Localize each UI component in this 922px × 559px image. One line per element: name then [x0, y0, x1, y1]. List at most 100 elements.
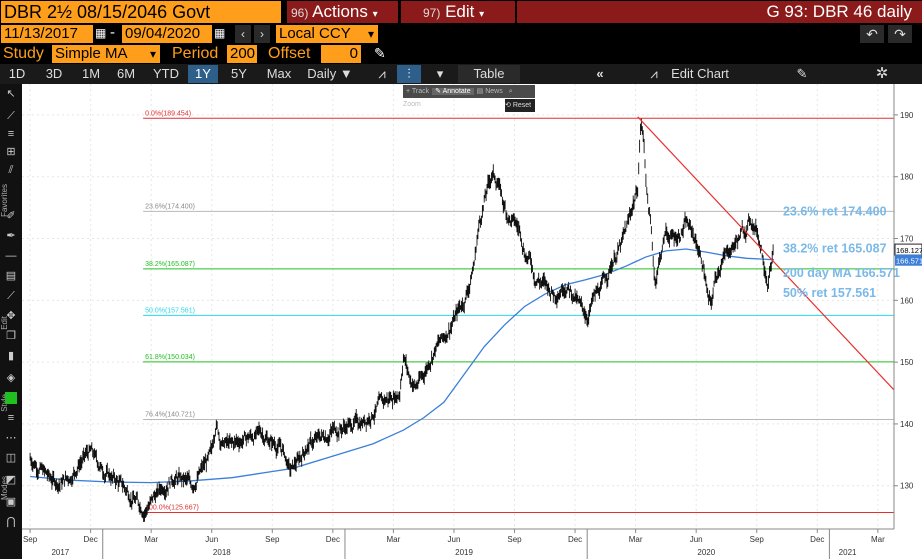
x-tick-label: Sep: [750, 535, 765, 544]
x-tick-label: Mar: [871, 535, 885, 544]
security-ticker[interactable]: DBR 2½ 08/15/2046 Govt: [1, 1, 281, 23]
next-arrow-icon[interactable]: ›: [254, 25, 270, 43]
copy-icon[interactable]: ❐: [6, 330, 16, 342]
period-1d[interactable]: 1D: [8, 66, 26, 81]
edit-chart-button[interactable]: Edit Chart: [671, 66, 729, 81]
fib-level-label: 0.0%(189.454): [145, 110, 191, 117]
table-button[interactable]: Table: [458, 65, 520, 83]
stripes-icon[interactable]: ▤: [5, 270, 17, 282]
frequency-select[interactable]: Daily ▼: [302, 65, 358, 83]
cursor-icon[interactable]: ↖: [6, 88, 16, 100]
chevron-down-icon[interactable]: ▾: [146, 45, 160, 63]
color-swatch-icon[interactable]: [5, 392, 17, 404]
actions-menu[interactable]: 96) Actions ▾: [287, 1, 398, 23]
line-width-icon[interactable]: ≡: [7, 412, 15, 424]
horizontal-line-icon[interactable]: —: [5, 250, 17, 262]
actions-number: 96): [291, 6, 309, 20]
trash-icon[interactable]: ▮: [7, 350, 15, 362]
ma200-line: [30, 248, 774, 484]
currency-select[interactable]: Local CCY: [276, 25, 364, 43]
gear-icon[interactable]: ✲: [875, 65, 889, 82]
last-ma-badge: [895, 254, 922, 266]
line-style-icon[interactable]: ⋯: [5, 432, 17, 444]
bar-chart-icon[interactable]: ⫶: [397, 65, 421, 83]
chevron-down-icon[interactable]: ▾: [436, 66, 444, 81]
annotate-tool[interactable]: ✎ Annotate: [432, 88, 474, 95]
pencil-square-icon[interactable]: ✎: [796, 66, 808, 81]
calendar-icon[interactable]: ▦: [95, 26, 107, 40]
study-bar: Study Simple MA ▾ Period 200 Offset 0 ✎: [0, 44, 922, 64]
last-ma-label: 166.571: [896, 257, 922, 266]
reset-button[interactable]: ⟲ Reset: [505, 99, 535, 112]
last-price-label: 168.127: [896, 246, 922, 255]
x-tick-label: Jun: [205, 535, 218, 544]
annotate-label: Annotate: [442, 88, 471, 95]
trendline: [637, 116, 895, 391]
x-tick-label: Dec: [810, 535, 824, 544]
offset-input[interactable]: 0: [321, 45, 361, 63]
y-axis-background: [894, 84, 922, 559]
redo-icon[interactable]: ↷: [888, 25, 912, 43]
period-6m[interactable]: 6M: [116, 66, 136, 81]
calendar-icon[interactable]: ▦: [214, 26, 226, 40]
mode-icon[interactable]: ◩: [5, 474, 17, 486]
slash-icon[interactable]: ⟋: [7, 290, 15, 302]
line-chart-icon[interactable]: ⩘: [378, 66, 386, 81]
style-icon[interactable]: ◈: [6, 372, 16, 384]
zoom-tool[interactable]: ⌕ Zoom: [403, 88, 513, 108]
mini-toolbar: + Track ✎ Annotate ▤ News ⌕ Zoom: [403, 85, 535, 108]
annotation-label: 23.6% ret 174.400: [783, 204, 887, 218]
start-date-input[interactable]: 11/13/2017: [1, 25, 93, 43]
line-tool-icon[interactable]: ⟋: [7, 110, 15, 122]
period-label: Period: [172, 45, 219, 62]
fib-tool-icon[interactable]: ≡: [7, 128, 15, 140]
pencil-icon[interactable]: ✎: [374, 45, 386, 61]
fib-level-label: 50.0%(157.561): [145, 307, 195, 314]
brush-icon[interactable]: ✐: [6, 210, 16, 222]
fill-icon[interactable]: ◫: [5, 452, 17, 464]
title-bar: DBR 2½ 08/15/2046 Govt 96) Actions ▾ 97)…: [0, 0, 922, 24]
zoom-label: Zoom: [403, 101, 421, 108]
period-ytd[interactable]: YTD: [153, 66, 179, 81]
previous-arrow-icon[interactable]: ‹: [235, 25, 251, 43]
channel-icon[interactable]: ⫽: [8, 164, 14, 176]
collapse-icon[interactable]: «: [596, 66, 604, 81]
edit-number: 97): [423, 6, 441, 20]
news-tool[interactable]: ▤ News: [476, 88, 503, 95]
news-label: News: [485, 88, 503, 95]
ruler-icon[interactable]: ⊞: [6, 146, 16, 158]
x-year-label: 2020: [697, 548, 715, 557]
y-tick-label: 180: [900, 173, 914, 182]
price-chart[interactable]: 0.0%(189.454) 23.6%(174.400) 38.2%(165.087…: [22, 84, 922, 559]
x-axis-background: [22, 529, 894, 559]
move-icon[interactable]: ✥: [6, 310, 16, 322]
period-1m[interactable]: 1M: [81, 66, 101, 81]
end-date-input[interactable]: 09/04/2020: [122, 25, 212, 43]
reset-label: Reset: [512, 102, 532, 109]
y-tick-label: 160: [900, 296, 914, 305]
y-tick-label: 170: [900, 235, 914, 244]
track-tool[interactable]: + Track: [406, 88, 430, 95]
x-tick-label: Dec: [568, 535, 582, 544]
lock-icon[interactable]: ▣: [5, 496, 17, 508]
period-3d[interactable]: 3D: [45, 66, 63, 81]
graph-title: G 93: DBR 46 daily: [517, 1, 922, 23]
magnet-icon[interactable]: ⋂: [6, 516, 16, 528]
chart-icon: ⩘: [650, 66, 658, 81]
undo-icon[interactable]: ↶: [860, 25, 884, 43]
period-1y[interactable]: 1Y: [188, 65, 218, 83]
x-tick-label: Mar: [387, 535, 401, 544]
edit-menu[interactable]: 97) Edit ▾: [401, 1, 515, 23]
period-input[interactable]: 200: [227, 45, 257, 63]
chevron-down-icon[interactable]: ▾: [364, 25, 378, 43]
period-max[interactable]: Max: [266, 66, 292, 81]
study-select[interactable]: Simple MA: [52, 45, 146, 63]
period-5y[interactable]: 5Y: [231, 66, 247, 81]
pen-icon[interactable]: ✒: [6, 230, 16, 242]
track-label: Track: [411, 88, 430, 95]
price-series: [29, 118, 774, 522]
x-year-label: 2021: [839, 548, 857, 557]
annotation-label: 38.2% ret 165.087: [783, 241, 887, 255]
date-separator: -: [110, 24, 115, 41]
x-tick-label: Sep: [23, 535, 38, 544]
